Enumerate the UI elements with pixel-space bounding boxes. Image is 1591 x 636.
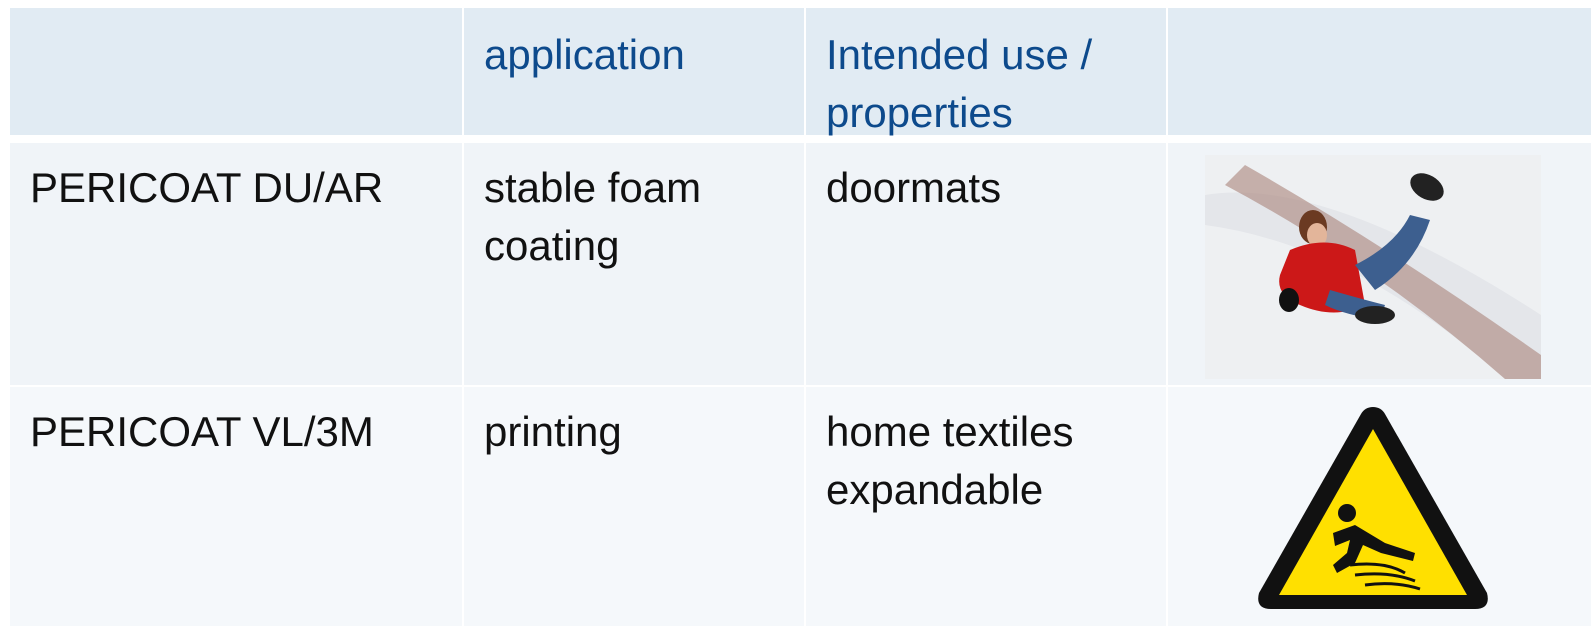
application-cell: stable foam coating (464, 143, 804, 385)
product-cell: PERICOAT VL/3M (10, 387, 462, 626)
use-cell: home textiles expandable (806, 387, 1166, 626)
product-cell: PERICOAT DU/AR (10, 143, 462, 385)
use-cell: doormats (806, 143, 1166, 385)
slip-photo (1205, 155, 1541, 379)
application-cell: printing (464, 387, 804, 626)
header-cell: application (464, 8, 804, 135)
warning-sign (1258, 407, 1488, 609)
header-cell: Intended use / properties (806, 8, 1166, 136)
header-cell (10, 8, 462, 135)
header-cell (1168, 8, 1591, 135)
